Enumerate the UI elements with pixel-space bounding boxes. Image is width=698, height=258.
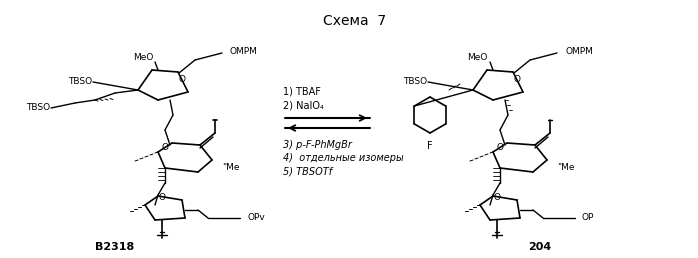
Text: 4)  отдельные изомеры: 4) отдельные изомеры (283, 153, 403, 163)
Text: 5) TBSOTf: 5) TBSOTf (283, 166, 332, 176)
Text: "Me: "Me (557, 164, 574, 173)
Text: 1) TBAF: 1) TBAF (283, 87, 321, 97)
Text: OMPM: OMPM (565, 47, 593, 57)
Text: O: O (161, 143, 168, 152)
Text: TBSO: TBSO (68, 77, 92, 86)
Text: O: O (496, 143, 503, 152)
Text: TBSO: TBSO (403, 77, 427, 86)
Text: Схема  7: Схема 7 (323, 14, 387, 28)
Text: TBSO: TBSO (26, 103, 50, 112)
Text: F: F (427, 141, 433, 151)
Text: 3) p-F-PhMgBr: 3) p-F-PhMgBr (283, 140, 352, 150)
Text: OMPM: OMPM (230, 47, 258, 57)
Text: OP: OP (582, 214, 595, 222)
Text: 204: 204 (528, 242, 551, 252)
Text: O: O (179, 76, 186, 85)
Text: B2318: B2318 (96, 242, 135, 252)
Text: O: O (514, 76, 521, 85)
Text: O: O (493, 192, 500, 201)
Text: MeO: MeO (133, 52, 153, 61)
Text: O: O (158, 192, 165, 201)
Text: MeO: MeO (468, 52, 488, 61)
Text: OPv: OPv (247, 214, 265, 222)
Text: "Me: "Me (222, 164, 239, 173)
Text: 2) NaIO₄: 2) NaIO₄ (283, 101, 324, 111)
